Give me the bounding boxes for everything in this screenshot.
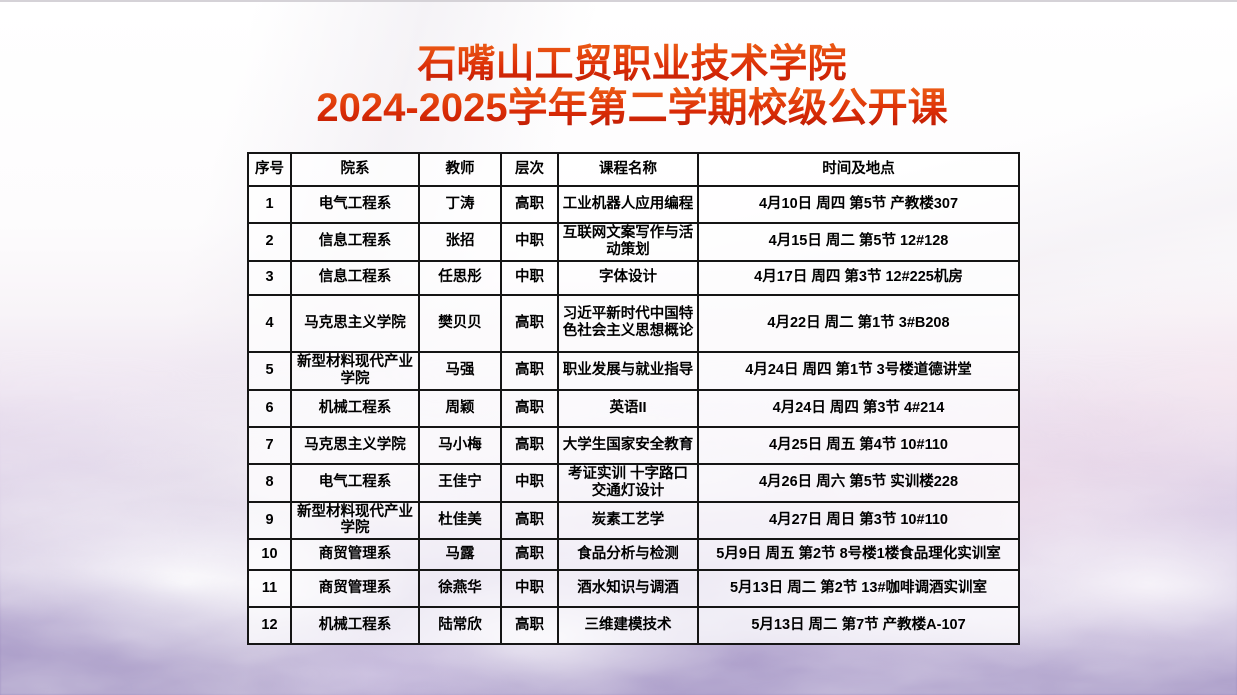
cell-no: 2 xyxy=(247,222,292,262)
cell-course: 大学生国家安全教育 xyxy=(557,425,699,465)
cell-level: 高职 xyxy=(500,500,559,541)
table-row: 10 商贸管理系 马露 高职 食品分析与检测 5月9日 周五 第2节 8号楼1楼… xyxy=(247,538,1020,572)
cell-teacher: 丁涛 xyxy=(418,185,502,224)
title-line-2: 2024-2025学年第二学期校级公开课 xyxy=(232,87,1032,129)
cell-level: 中职 xyxy=(500,569,559,609)
cell-no: 1 xyxy=(247,185,292,224)
cell-course: 互联网文案写作与活动策划 xyxy=(557,222,699,262)
cell-course: 字体设计 xyxy=(557,259,699,296)
cell-level: 高职 xyxy=(500,425,559,465)
cell-no: 12 xyxy=(247,606,292,646)
table-row: 3 信息工程系 任思彤 中职 字体设计 4月17日 周四 第3节 12#225机… xyxy=(247,259,1020,296)
cell-teacher: 马露 xyxy=(418,538,502,572)
cell-department: 商贸管理系 xyxy=(290,569,420,609)
col-header-teacher: 教师 xyxy=(418,152,502,187)
cell-teacher: 徐燕华 xyxy=(418,569,502,609)
col-header-no: 序号 xyxy=(247,152,292,187)
table-row: 1 电气工程系 丁涛 高职 工业机器人应用编程 4月10日 周四 第5节 产教楼… xyxy=(247,185,1020,224)
table-row: 12 机械工程系 陆常欣 高职 三维建模技术 5月13日 周二 第7节 产教楼A… xyxy=(247,606,1020,646)
cell-course: 考证实训 十字路口交通灯设计 xyxy=(557,462,699,503)
cell-time: 4月26日 周六 第5节 实训楼228 xyxy=(697,462,1020,503)
cell-department: 机械工程系 xyxy=(290,606,420,646)
cell-department: 电气工程系 xyxy=(290,462,420,503)
cell-level: 中职 xyxy=(500,222,559,262)
cell-level: 高职 xyxy=(500,293,559,353)
cell-department: 新型材料现代产业学院 xyxy=(290,350,420,391)
cell-time: 4月22日 周二 第1节 3#B208 xyxy=(697,293,1020,353)
table-row: 7 马克思主义学院 马小梅 高职 大学生国家安全教育 4月25日 周五 第4节 … xyxy=(247,425,1020,465)
cell-teacher: 樊贝贝 xyxy=(418,293,502,353)
cell-time: 5月13日 周二 第7节 产教楼A-107 xyxy=(697,606,1020,646)
cell-teacher: 陆常欣 xyxy=(418,606,502,646)
table-row: 6 机械工程系 周颖 高职 英语II 4月24日 周四 第3节 4#214 xyxy=(247,388,1020,428)
cell-level: 高职 xyxy=(500,388,559,428)
cell-teacher: 任思彤 xyxy=(418,259,502,296)
col-header-time: 时间及地点 xyxy=(697,152,1020,187)
cell-no: 4 xyxy=(247,293,292,353)
top-edge-line xyxy=(0,0,1237,2)
cell-time: 4月25日 周五 第4节 10#110 xyxy=(697,425,1020,465)
cell-department: 信息工程系 xyxy=(290,259,420,296)
page-title: 石嘴山工贸职业技术学院 2024-2025学年第二学期校级公开课 xyxy=(232,42,1032,129)
cell-level: 高职 xyxy=(500,538,559,572)
cell-department: 新型材料现代产业学院 xyxy=(290,500,420,541)
table-row: 5 新型材料现代产业学院 马强 高职 职业发展与就业指导 4月24日 周四 第1… xyxy=(247,350,1020,391)
cell-time: 4月15日 周二 第5节 12#128 xyxy=(697,222,1020,262)
cell-level: 高职 xyxy=(500,606,559,646)
cell-no: 3 xyxy=(247,259,292,296)
cell-teacher: 周颖 xyxy=(418,388,502,428)
cell-course: 工业机器人应用编程 xyxy=(557,185,699,224)
cell-department: 马克思主义学院 xyxy=(290,293,420,353)
cell-course: 英语II xyxy=(557,388,699,428)
cell-teacher: 马小梅 xyxy=(418,425,502,465)
cell-course: 职业发展与就业指导 xyxy=(557,350,699,391)
cell-department: 商贸管理系 xyxy=(290,538,420,572)
cell-department: 马克思主义学院 xyxy=(290,425,420,465)
cell-time: 5月9日 周五 第2节 8号楼1楼食品理化实训室 xyxy=(697,538,1020,572)
cell-department: 信息工程系 xyxy=(290,222,420,262)
cell-department: 机械工程系 xyxy=(290,388,420,428)
table-row: 2 信息工程系 张招 中职 互联网文案写作与活动策划 4月15日 周二 第5节 … xyxy=(247,222,1020,262)
cell-level: 中职 xyxy=(500,259,559,296)
cell-teacher: 马强 xyxy=(418,350,502,391)
cell-teacher: 王佳宁 xyxy=(418,462,502,503)
table-row: 11 商贸管理系 徐燕华 中职 酒水知识与调酒 5月13日 周二 第2节 13#… xyxy=(247,569,1020,609)
title-line-1: 石嘴山工贸职业技术学院 xyxy=(232,42,1032,87)
cell-time: 4月24日 周四 第3节 4#214 xyxy=(697,388,1020,428)
cell-department: 电气工程系 xyxy=(290,185,420,224)
cell-level: 高职 xyxy=(500,185,559,224)
cell-course: 食品分析与检测 xyxy=(557,538,699,572)
cell-time: 4月27日 周日 第3节 10#110 xyxy=(697,500,1020,541)
cell-no: 11 xyxy=(247,569,292,609)
table-body: 1 电气工程系 丁涛 高职 工业机器人应用编程 4月10日 周四 第5节 产教楼… xyxy=(247,185,1020,646)
cell-no: 8 xyxy=(247,462,292,503)
cell-course: 酒水知识与调酒 xyxy=(557,569,699,609)
cell-no: 5 xyxy=(247,350,292,391)
cell-no: 9 xyxy=(247,500,292,541)
cell-level: 高职 xyxy=(500,350,559,391)
table-row: 9 新型材料现代产业学院 杜佳美 高职 炭素工艺学 4月27日 周日 第3节 1… xyxy=(247,500,1020,541)
table-row: 8 电气工程系 王佳宁 中职 考证实训 十字路口交通灯设计 4月26日 周六 第… xyxy=(247,462,1020,503)
cell-course: 习近平新时代中国特色社会主义思想概论 xyxy=(557,293,699,353)
cell-teacher: 张招 xyxy=(418,222,502,262)
cell-no: 7 xyxy=(247,425,292,465)
cell-course: 三维建模技术 xyxy=(557,606,699,646)
table-header-row: 序号 院系 教师 层次 课程名称 时间及地点 xyxy=(247,152,1020,187)
cell-level: 中职 xyxy=(500,462,559,503)
table-row: 4 马克思主义学院 樊贝贝 高职 习近平新时代中国特色社会主义思想概论 4月22… xyxy=(247,293,1020,353)
cell-no: 10 xyxy=(247,538,292,572)
col-header-level: 层次 xyxy=(500,152,559,187)
cell-time: 4月24日 周四 第1节 3号楼道德讲堂 xyxy=(697,350,1020,391)
open-class-table: 序号 院系 教师 层次 课程名称 时间及地点 1 电气工程系 丁涛 高职 工业机… xyxy=(247,152,1020,646)
cell-no: 6 xyxy=(247,388,292,428)
cell-time: 5月13日 周二 第2节 13#咖啡调酒实训室 xyxy=(697,569,1020,609)
cell-teacher: 杜佳美 xyxy=(418,500,502,541)
cell-time: 4月10日 周四 第5节 产教楼307 xyxy=(697,185,1020,224)
cell-course: 炭素工艺学 xyxy=(557,500,699,541)
cell-time: 4月17日 周四 第3节 12#225机房 xyxy=(697,259,1020,296)
col-header-course: 课程名称 xyxy=(557,152,699,187)
col-header-department: 院系 xyxy=(290,152,420,187)
